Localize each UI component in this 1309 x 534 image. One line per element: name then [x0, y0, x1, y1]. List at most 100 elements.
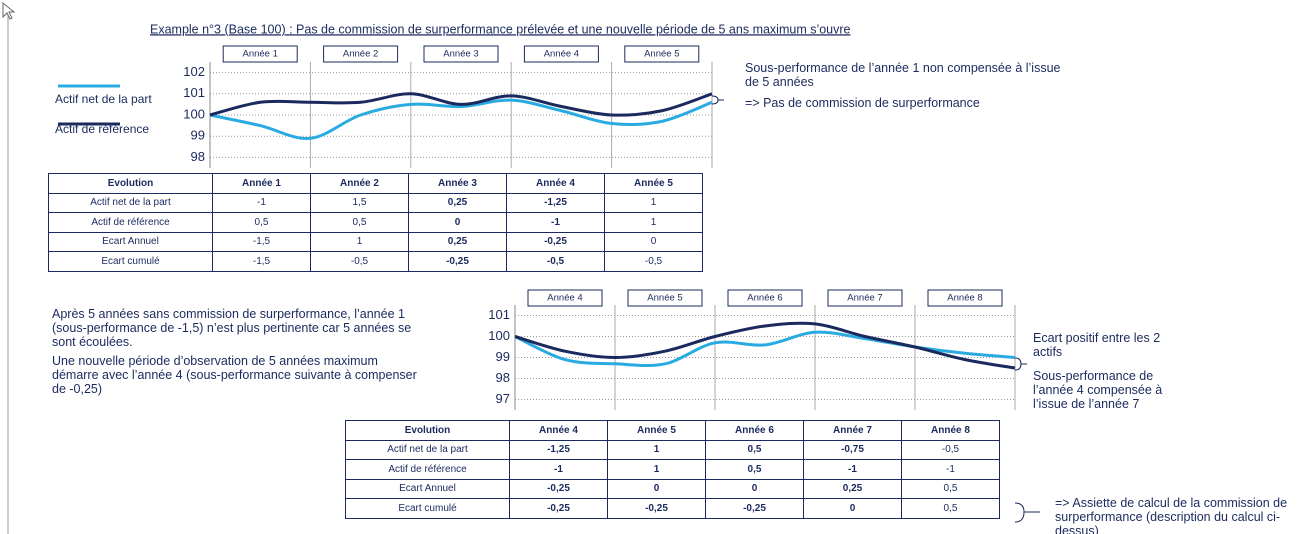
bracket: [1014, 502, 1040, 523]
y-tick-label: 97: [496, 391, 510, 406]
annotation: => Pas de commission de surperformance: [745, 96, 980, 110]
annotation: Sous-performance de l’année 4 compensée …: [1033, 369, 1163, 411]
cursor: [2, 1, 16, 20]
header-cell: Evolution: [345, 420, 510, 441]
cell: 0,5: [212, 212, 311, 233]
cell: 0,5: [901, 498, 1000, 519]
cell: Ecart cumulé: [48, 251, 213, 272]
year-label: Année 6: [747, 293, 782, 304]
cell: 0,5: [901, 478, 1000, 499]
header-row: Evolution Année 1 Année 2 Année 3 Année 4 Ann…: [48, 173, 703, 194]
cell: 1: [607, 459, 706, 480]
cell: -0,25: [509, 478, 608, 499]
cell: 0,5: [705, 459, 804, 480]
header-cell: Année 6: [705, 420, 804, 441]
cell: 0,25: [408, 192, 507, 213]
data-table: Evolution Année 1 Année 2 Année 3 Année 4 Ann…: [48, 173, 703, 272]
cell: Actif de référence: [345, 459, 510, 480]
cell: -1,5: [212, 251, 311, 272]
annotation: Ecart positif entre les 2 actifs: [1033, 331, 1161, 359]
row: Ecart Annuel -0,25 0 0 0,25 0,5: [345, 478, 1000, 499]
legend-label: Actif de référence: [55, 122, 150, 136]
cell: -1: [506, 212, 605, 233]
cell: 1: [310, 231, 409, 252]
cell: -0,25: [506, 231, 605, 252]
title: Example n°3 (Base 100) : Pas de commissi…: [150, 22, 851, 36]
y-tick-label: 99: [496, 349, 510, 364]
row: Ecart cumulé -0,25 -0,25 -0,25 0 0,5: [345, 498, 1000, 519]
year-box: [527, 289, 603, 307]
cell: -1,25: [506, 192, 605, 213]
cell: 0: [803, 498, 902, 519]
year-box: [423, 45, 499, 63]
year-label: Année 5: [647, 293, 682, 304]
cell: Actif de référence: [48, 212, 213, 233]
header-cell: Evolution: [48, 173, 213, 194]
cell: 0,25: [408, 231, 507, 252]
cell: Ecart Annuel: [48, 231, 213, 252]
row: Actif net de la part -1 1,5 0,25 -1,25 1: [48, 192, 703, 213]
bracket: [711, 95, 724, 105]
cell: -0,25: [408, 251, 507, 272]
note: => Assiette de calcul de la commission d…: [1055, 496, 1288, 534]
cell: 1: [604, 192, 703, 213]
year-label: Année 2: [343, 49, 378, 60]
header-cell: Année 5: [607, 420, 706, 441]
year-label: Année 1: [242, 49, 277, 60]
cell: -0,5: [310, 251, 409, 272]
year-label: Année 5: [644, 49, 679, 60]
series-line: [514, 321, 1016, 370]
cell: 0: [607, 478, 706, 499]
cell: 0: [705, 478, 804, 499]
cell: -0,25: [607, 498, 706, 519]
year-box: [727, 289, 803, 307]
year-box: [927, 289, 1003, 307]
cell: -1: [901, 459, 1000, 480]
year-label: Année 8: [947, 293, 982, 304]
cell: 1,5: [310, 192, 409, 213]
year-label: Année 3: [443, 49, 478, 60]
cell: 0,5: [705, 439, 804, 460]
year-box: [827, 289, 903, 307]
year-box: [323, 45, 399, 63]
cell: 0,5: [310, 212, 409, 233]
series-line: [209, 98, 713, 140]
legend-label: Actif net de la part: [55, 92, 152, 106]
header-row: Evolution Année 4 Année 5 Année 6 Année 7 Ann…: [345, 420, 1000, 441]
series-line: [209, 92, 713, 117]
row: Actif de référence -1 1 0,5 -1 -1: [345, 459, 1000, 480]
header-cell: Année 3: [408, 173, 507, 194]
y-tick-label: 99: [191, 128, 205, 143]
cell: 0,25: [803, 478, 902, 499]
data-table: Evolution Année 4 Année 5 Année 6 Année 7 Ann…: [345, 420, 1000, 519]
y-tick-label: 100: [488, 328, 510, 343]
paragraph: Après 5 années sans commission de surper…: [52, 307, 412, 349]
cell: -1,5: [212, 231, 311, 252]
y-tick-label: 101: [488, 307, 510, 322]
year-box: [624, 45, 700, 63]
header-cell: Année 8: [901, 420, 1000, 441]
cell: 1: [607, 439, 706, 460]
year-label: Année 4: [547, 293, 582, 304]
cell: 0: [604, 231, 703, 252]
y-tick-label: 100: [183, 106, 205, 121]
cell: -1: [212, 192, 311, 213]
header-cell: Année 4: [506, 173, 605, 194]
cell: -1: [509, 459, 608, 480]
row: Actif de référence 0,5 0,5 0 -1 1: [48, 212, 703, 233]
row: Actif net de la part -1,25 1 0,5 -0,75 -0,5: [345, 439, 1000, 460]
cell: -0,75: [803, 439, 902, 460]
year-box: [523, 45, 599, 63]
cell: -0,25: [705, 498, 804, 519]
y-tick-label: 101: [183, 85, 205, 100]
year-label: Année 7: [847, 293, 882, 304]
cell: Ecart Annuel: [345, 478, 510, 499]
year-box: [627, 289, 703, 307]
cell: 1: [604, 212, 703, 233]
cell: -0,5: [604, 251, 703, 272]
cell: 0: [408, 212, 507, 233]
header-cell: Année 5: [604, 173, 703, 194]
header-cell: Année 7: [803, 420, 902, 441]
cell: Actif net de la part: [48, 192, 213, 213]
